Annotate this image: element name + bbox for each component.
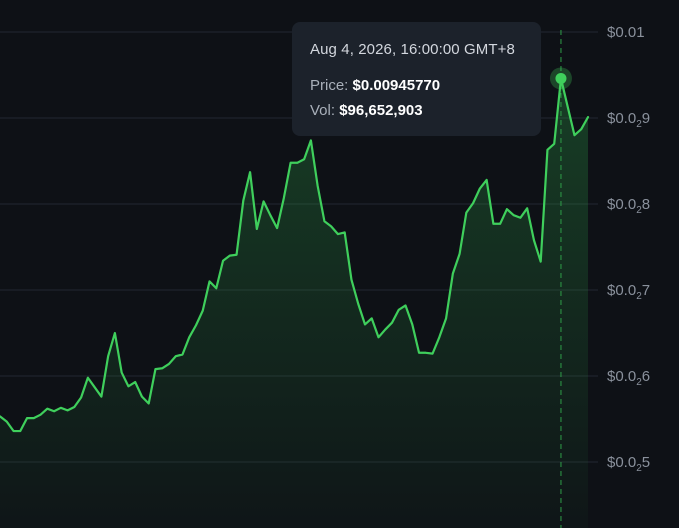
price-line (0, 77, 590, 433)
tooltip-vol-row: Vol: $96,652,903 (310, 102, 541, 119)
tooltip-price-value: $0.00945770 (352, 77, 441, 94)
y-tick-label: $0.01 (607, 24, 645, 41)
y-tick-label: $0.027 (607, 282, 650, 302)
highlight-point[interactable] (555, 72, 567, 84)
y-axis-labels: $0.01 $0.029 $0.028 $0.027 $0.026 $0.025 (607, 24, 650, 474)
y-tick-label: $0.025 (607, 454, 650, 474)
price-area-fill (0, 78, 588, 528)
tooltip-date: Aug 4, 2026, 16:00:00 GMT+8 (310, 41, 515, 58)
tooltip-vol-value: $96,652,903 (339, 102, 423, 119)
y-tick-label: $0.029 (607, 110, 650, 130)
y-tick-label: $0.028 (607, 196, 650, 216)
tooltip-vol-label: Vol: (310, 102, 336, 119)
tooltip-price-label: Price: (310, 77, 349, 94)
y-tick-label: $0.026 (607, 368, 650, 388)
price-tooltip: Aug 4, 2026, 16:00:00 GMT+8 Price: $0.00… (292, 22, 541, 136)
tooltip-price-row: Price: $0.00945770 (310, 77, 541, 94)
